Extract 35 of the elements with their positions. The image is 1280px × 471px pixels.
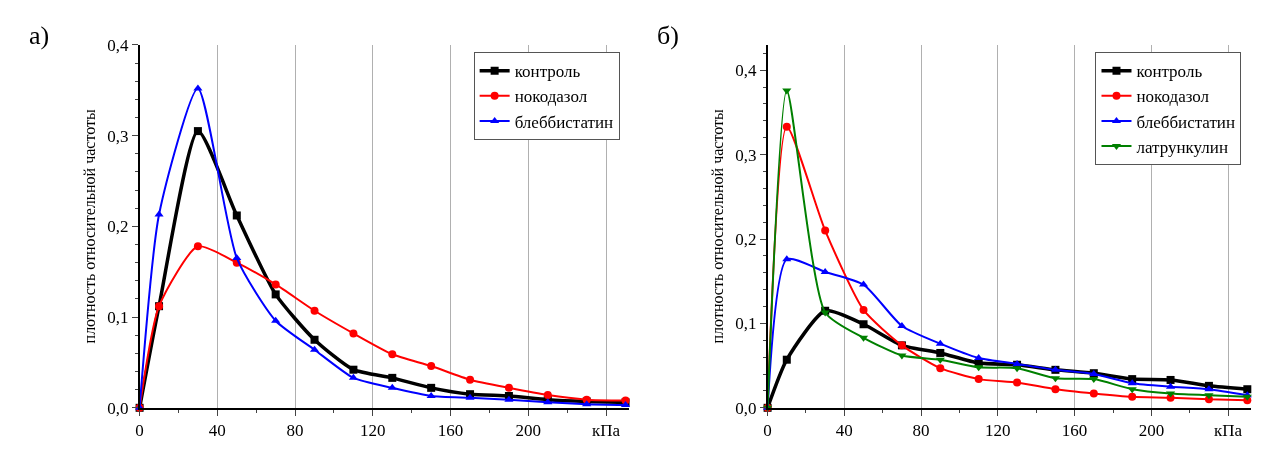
legend-label: контроль bbox=[1136, 62, 1203, 82]
y-tick-label: 0,1 bbox=[735, 314, 757, 334]
x-tick-label: 40 bbox=[835, 420, 853, 440]
x-tick-label: 120 bbox=[985, 420, 1011, 440]
legend-label: нокодазол bbox=[514, 87, 588, 107]
legend-label: нокодазол bbox=[1136, 87, 1210, 107]
y-tick-label: 0,1 bbox=[107, 308, 129, 328]
x-tick-label: 160 bbox=[437, 420, 464, 440]
y-tick-label: 0,3 bbox=[107, 126, 129, 146]
legend-label: латрункулин bbox=[1136, 137, 1229, 157]
x-tick-label: 160 bbox=[1061, 420, 1088, 440]
y-tick-label: 0,2 bbox=[107, 217, 129, 237]
x-tick-label: 200 bbox=[1138, 420, 1165, 440]
x-tick-label: 0 bbox=[763, 420, 772, 440]
x-tick-label: 80 bbox=[912, 420, 930, 440]
y-axis-title: плотность относительной частоты bbox=[708, 109, 726, 344]
text: а) bbox=[29, 21, 50, 50]
text: б) bbox=[657, 21, 679, 50]
y-tick-label: 0,3 bbox=[735, 145, 757, 165]
x-tick-label: 80 bbox=[286, 420, 304, 440]
y-tick-label: 0,0 bbox=[107, 398, 129, 418]
legend-label: блеббистатин bbox=[514, 112, 614, 132]
legend-label: контроль bbox=[514, 62, 581, 82]
x-tick-label: 200 bbox=[515, 420, 542, 440]
y-tick-label: 0,0 bbox=[735, 398, 757, 418]
y-tick-label: 0,2 bbox=[735, 229, 757, 249]
legend-label: блеббистатин bbox=[1136, 112, 1236, 132]
y-tick-label: 0,4 bbox=[735, 61, 757, 81]
x-tick-label: 40 bbox=[208, 420, 226, 440]
x-tick-label: кПа bbox=[1214, 420, 1243, 440]
y-tick-label: 0,4 bbox=[107, 35, 129, 55]
x-tick-label: 120 bbox=[360, 420, 386, 440]
x-tick-label: 0 bbox=[135, 420, 144, 440]
y-axis-title: плотность относительной частоты bbox=[80, 109, 98, 344]
x-tick-label: кПа bbox=[592, 420, 621, 440]
